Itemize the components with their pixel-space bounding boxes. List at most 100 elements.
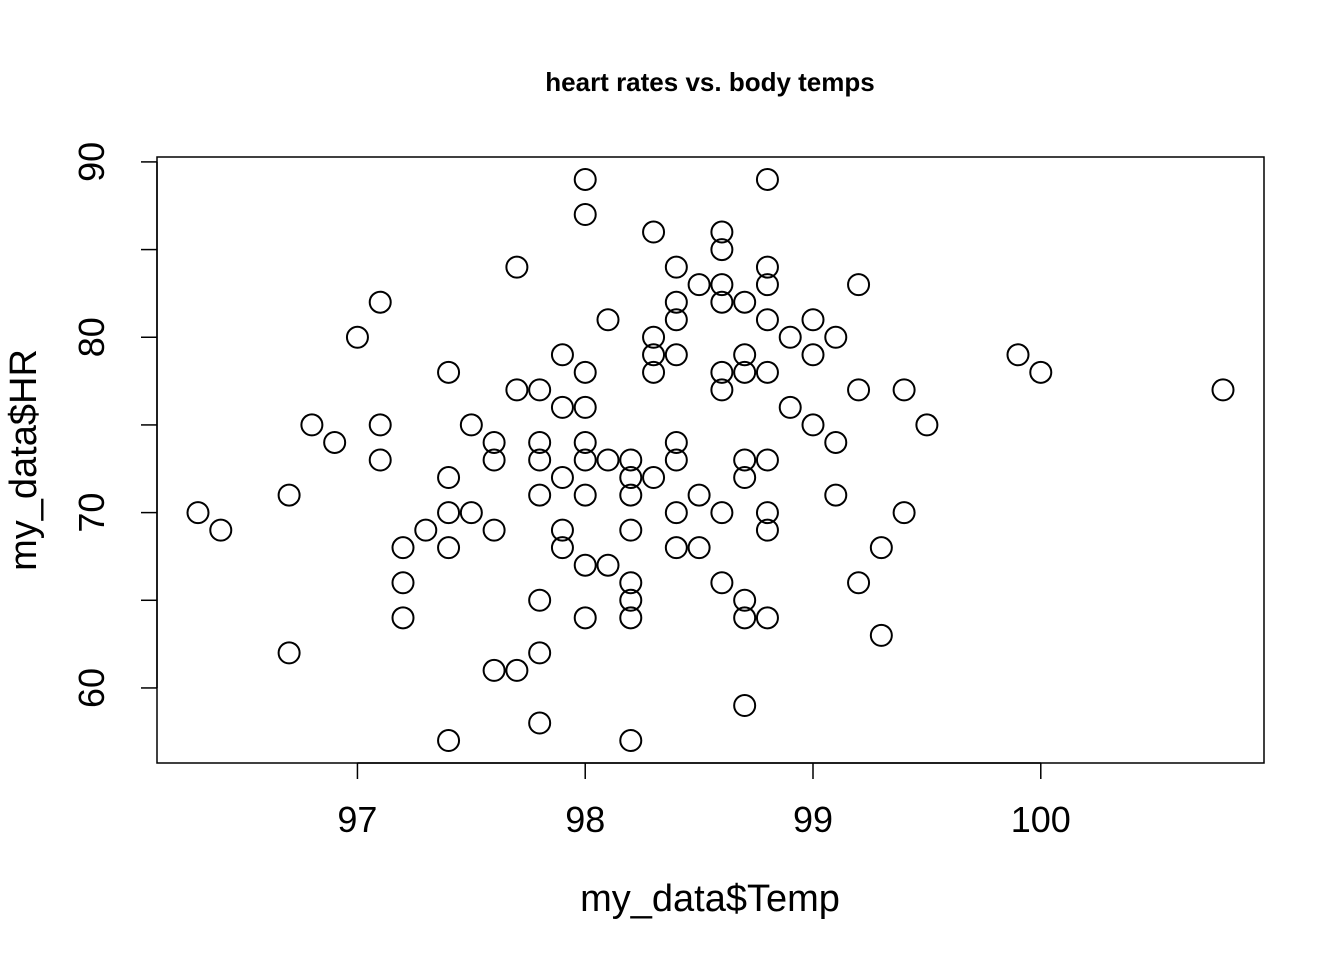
data-point bbox=[664, 536, 688, 560]
data-point bbox=[528, 588, 552, 612]
data-point bbox=[801, 343, 825, 367]
data-point bbox=[664, 501, 688, 525]
data-point bbox=[573, 483, 597, 507]
x-tick-label: 99 bbox=[793, 799, 833, 840]
data-point bbox=[414, 518, 438, 542]
data-point bbox=[277, 483, 301, 507]
data-point bbox=[550, 343, 574, 367]
plot-frame bbox=[156, 156, 1265, 764]
data-point bbox=[391, 571, 415, 595]
data-point bbox=[528, 641, 552, 665]
data-point bbox=[437, 536, 461, 560]
data-point bbox=[550, 395, 574, 419]
data-point bbox=[778, 395, 802, 419]
data-point bbox=[733, 466, 757, 490]
data-point bbox=[801, 308, 825, 332]
y-axis: 60 70 80 90 bbox=[71, 142, 158, 708]
data-point bbox=[619, 729, 643, 753]
data-point bbox=[186, 501, 210, 525]
data-point bbox=[664, 290, 688, 314]
data-point bbox=[710, 378, 734, 402]
data-point bbox=[687, 483, 711, 507]
y-tick-label: 60 bbox=[71, 668, 112, 708]
data-point bbox=[733, 606, 757, 630]
data-point bbox=[459, 501, 483, 525]
y-tick-label: 70 bbox=[71, 493, 112, 533]
data-point bbox=[733, 693, 757, 717]
data-point bbox=[573, 167, 597, 191]
data-point bbox=[642, 343, 666, 367]
data-point bbox=[619, 466, 643, 490]
data-point bbox=[550, 536, 574, 560]
data-point bbox=[345, 325, 369, 349]
data-point bbox=[1211, 378, 1235, 402]
data-point bbox=[323, 430, 347, 454]
data-point bbox=[277, 641, 301, 665]
data-point bbox=[528, 448, 552, 472]
data-point bbox=[755, 518, 779, 542]
data-point bbox=[209, 518, 233, 542]
data-point bbox=[824, 325, 848, 349]
data-point bbox=[710, 220, 734, 244]
data-point bbox=[710, 290, 734, 314]
data-point bbox=[1029, 360, 1053, 384]
data-point bbox=[482, 658, 506, 682]
x-tick-label: 100 bbox=[1011, 799, 1071, 840]
data-point bbox=[573, 360, 597, 384]
x-tick-label: 98 bbox=[565, 799, 605, 840]
data-point bbox=[824, 483, 848, 507]
data-point bbox=[482, 430, 506, 454]
data-point bbox=[755, 606, 779, 630]
data-point bbox=[437, 466, 461, 490]
data-point bbox=[869, 536, 893, 560]
x-axis-label: my_data$Temp bbox=[580, 878, 840, 920]
data-point bbox=[505, 378, 529, 402]
data-point bbox=[573, 553, 597, 577]
data-point bbox=[892, 501, 916, 525]
data-point bbox=[528, 430, 552, 454]
data-point bbox=[892, 378, 916, 402]
y-tick-label: 80 bbox=[71, 317, 112, 357]
data-point bbox=[915, 413, 939, 437]
data-point bbox=[619, 448, 643, 472]
data-point bbox=[368, 290, 392, 314]
data-point bbox=[573, 430, 597, 454]
data-point bbox=[642, 360, 666, 384]
data-point bbox=[664, 255, 688, 279]
data-point bbox=[733, 343, 757, 367]
data-point bbox=[801, 413, 825, 437]
data-point bbox=[437, 360, 461, 384]
data-point bbox=[642, 325, 666, 349]
data-point bbox=[300, 413, 324, 437]
data-point bbox=[550, 466, 574, 490]
data-point bbox=[550, 518, 574, 542]
data-point bbox=[710, 571, 734, 595]
data-point bbox=[482, 448, 506, 472]
data-point bbox=[642, 220, 666, 244]
data-point bbox=[778, 325, 802, 349]
data-point bbox=[733, 588, 757, 612]
data-point bbox=[733, 360, 757, 384]
data-point bbox=[528, 711, 552, 735]
data-point bbox=[619, 588, 643, 612]
data-point bbox=[573, 606, 597, 630]
data-point bbox=[664, 308, 688, 332]
data-point bbox=[596, 308, 620, 332]
data-point bbox=[755, 501, 779, 525]
data-point bbox=[459, 413, 483, 437]
data-point bbox=[755, 167, 779, 191]
data-point bbox=[687, 536, 711, 560]
data-point bbox=[824, 430, 848, 454]
data-point bbox=[505, 255, 529, 279]
data-point bbox=[368, 413, 392, 437]
data-point bbox=[755, 273, 779, 297]
data-point bbox=[847, 273, 871, 297]
data-point bbox=[619, 571, 643, 595]
data-point bbox=[869, 623, 893, 647]
data-point bbox=[482, 518, 506, 542]
data-point bbox=[1006, 343, 1030, 367]
data-point bbox=[437, 501, 461, 525]
data-point bbox=[391, 606, 415, 630]
data-point bbox=[596, 448, 620, 472]
data-point bbox=[755, 308, 779, 332]
